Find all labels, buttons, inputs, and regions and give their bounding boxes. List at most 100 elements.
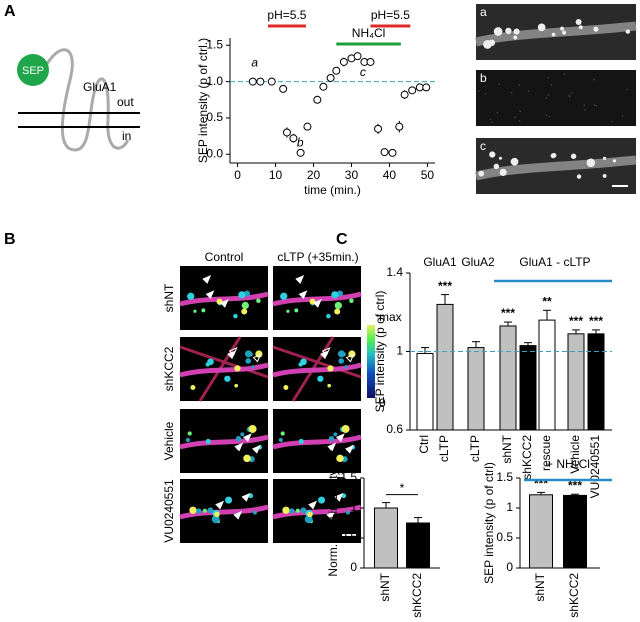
data-point <box>319 82 328 91</box>
punctum <box>537 23 546 32</box>
x-tick-label: 50 <box>421 168 435 182</box>
punctum <box>251 365 255 369</box>
punctum <box>327 365 334 372</box>
dendrite <box>179 362 269 378</box>
noise <box>611 120 613 123</box>
row-label: Vehicle <box>162 421 176 460</box>
punctum <box>493 27 503 36</box>
y-tick-label: 0.6 <box>386 422 403 436</box>
punctum <box>241 308 248 315</box>
image-label: c <box>480 139 486 153</box>
dendrite <box>272 504 362 520</box>
arrowhead <box>345 444 354 454</box>
arrowhead <box>228 347 238 356</box>
punctum <box>510 157 519 166</box>
data-point <box>353 52 362 61</box>
significance: *** <box>569 314 583 328</box>
data-point <box>332 66 341 75</box>
arrowhead <box>308 500 318 510</box>
punctum <box>252 510 257 515</box>
x-tick-label: 0 <box>234 168 241 182</box>
data-point <box>303 122 312 131</box>
data-point <box>415 83 424 92</box>
punctum <box>513 35 518 40</box>
noise <box>518 84 520 86</box>
punctum <box>499 168 507 176</box>
punctum <box>493 163 500 170</box>
sep-tag <box>17 54 49 86</box>
punctum <box>334 308 341 315</box>
colorbar <box>367 325 375 398</box>
group-label: GluA1 - cLTP <box>519 255 590 269</box>
significance: *** <box>438 279 452 293</box>
noise <box>489 118 492 121</box>
punctum <box>336 290 344 297</box>
x-tick-label: shNT <box>533 572 547 601</box>
punctum <box>578 25 583 30</box>
bar <box>416 352 434 431</box>
punctum <box>593 26 599 32</box>
x-tick-label: shNT <box>500 434 514 463</box>
data-point <box>296 148 305 157</box>
punctum <box>256 298 261 304</box>
punctum <box>336 454 344 463</box>
y-tick-label: 0 <box>506 560 513 574</box>
punctum <box>190 384 196 390</box>
y-tick-label: 1.5 <box>340 470 357 484</box>
arrowhead <box>335 433 345 443</box>
noise <box>548 115 550 118</box>
noise <box>571 92 573 94</box>
noise <box>514 116 517 119</box>
noise <box>484 92 487 95</box>
stimulus-label: pH=5.5 <box>267 8 306 22</box>
noise <box>550 84 553 86</box>
significance: *** <box>534 477 548 491</box>
annotation: b <box>297 136 304 150</box>
arrowhead <box>327 442 337 452</box>
punctum <box>498 156 502 160</box>
arrowhead <box>233 510 243 520</box>
data-point <box>313 95 322 104</box>
bar <box>538 319 556 431</box>
punctum <box>317 375 324 382</box>
column-header: Control <box>205 250 244 264</box>
data-point <box>366 57 375 66</box>
arrowhead <box>202 275 212 284</box>
significance: ** <box>542 294 552 308</box>
punctum <box>327 383 332 388</box>
punctum <box>205 362 210 367</box>
data-point <box>282 128 291 137</box>
stimulus-label: NH₄Cl <box>352 26 386 40</box>
punctum <box>201 308 206 313</box>
bar <box>519 345 537 431</box>
noise <box>545 96 548 99</box>
dendrite <box>179 434 269 450</box>
row-label: shKCC2 <box>162 346 176 391</box>
punctum <box>234 365 241 372</box>
punctum <box>326 313 331 319</box>
noise <box>498 83 501 85</box>
bar <box>529 494 553 569</box>
arrowhead <box>295 275 305 284</box>
x-tick-label: Ctrl <box>417 435 431 454</box>
punctum <box>238 291 246 299</box>
punctum <box>551 32 556 37</box>
dendrite <box>179 291 269 307</box>
data-point <box>339 57 348 66</box>
punctum <box>328 435 335 442</box>
punctum <box>489 151 496 158</box>
punctum <box>338 358 345 364</box>
punctum <box>187 292 195 300</box>
punctum <box>234 383 239 388</box>
y-tick-label: 1 <box>350 500 357 514</box>
bar <box>563 494 587 569</box>
punctum <box>341 424 350 433</box>
punctum <box>337 350 345 358</box>
noise <box>568 94 571 96</box>
punctum <box>307 511 313 518</box>
group-label: GluA2 <box>461 255 495 269</box>
data-point <box>388 148 397 157</box>
comparison-label: * <box>400 481 405 495</box>
punctum <box>245 358 252 364</box>
